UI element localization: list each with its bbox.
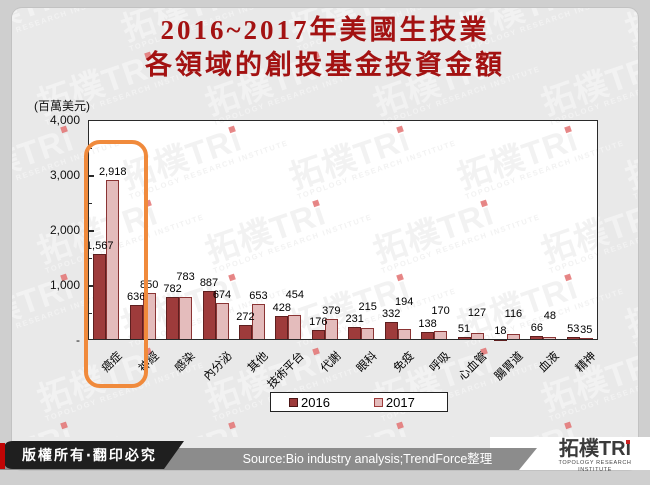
company-logo-wordmark: 拓樸TRi xyxy=(558,438,632,460)
footer-copyright-text: 版權所有‧翻印必究 xyxy=(22,447,157,463)
legend-swatch-2017 xyxy=(373,397,383,407)
legend-item-2017: 2017 xyxy=(373,394,415,410)
chart-title-line2: 各領域的創投基金投資金額 xyxy=(145,50,505,80)
legend-label-2016: 2016 xyxy=(301,394,330,410)
plot-area-background xyxy=(88,120,598,340)
chart-title-line1: 2016~2017年美國生技業 xyxy=(160,15,490,45)
legend-label-2017: 2017 xyxy=(385,394,415,410)
legend-swatch-2016 xyxy=(289,397,298,407)
company-logo: 拓樸TRi TOPOLOGY RESEARCH INSTITUTE xyxy=(545,438,645,474)
footer-bar: 版權所有‧翻印必究 Source:Bio industry analysis;T… xyxy=(0,437,650,473)
footer-source-text: Source:Bio industry analysis;TrendForce整… xyxy=(242,452,493,466)
footer-copyright-plate xyxy=(4,441,189,469)
chart-title: 2016~2017年美國生技業 各領域的創投基金投資金額 xyxy=(0,13,650,83)
company-logo-caption: TOPOLOGY RESEARCH INSTITUTE xyxy=(558,460,632,473)
legend: 2016 2017 xyxy=(270,392,448,412)
footer-red-stripe xyxy=(0,443,5,469)
legend-item-2016: 2016 xyxy=(289,395,330,410)
logo-red-dot-icon xyxy=(626,440,631,444)
y-axis-unit-label: (百萬美元) xyxy=(34,99,90,113)
